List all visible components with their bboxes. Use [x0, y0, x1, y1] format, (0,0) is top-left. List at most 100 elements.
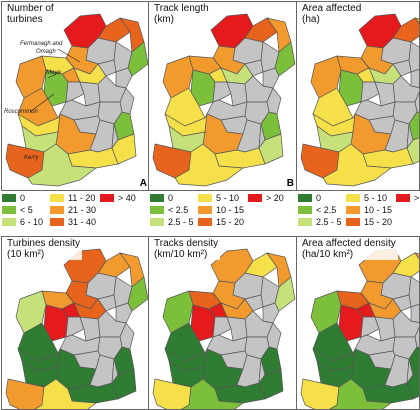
legend-item: < 5	[2, 205, 33, 215]
legend-label: < 5	[20, 205, 33, 215]
county-longford	[65, 81, 85, 103]
county-wexford	[258, 368, 284, 400]
panel-title: Area affected density (ha/10 km²)	[300, 238, 398, 260]
legend-item: < 2.5	[298, 205, 336, 215]
county-derry	[244, 252, 278, 278]
county-louth	[262, 302, 280, 324]
county-derry	[97, 252, 131, 278]
map-panel-area-affected-density: Area affected density (ha/10 km²)	[296, 236, 420, 410]
legend-label: 0	[168, 193, 174, 203]
map-panel-track-length: Track length (km) B	[148, 1, 297, 191]
county-map	[300, 13, 419, 187]
legend-label: 2.5 - 5	[316, 217, 342, 227]
county-polygons	[152, 248, 296, 409]
legend-item: 15 - 20	[346, 217, 392, 227]
legend-label: >	[414, 193, 420, 203]
legend-swatch	[346, 194, 360, 202]
legend-item: 10 - 15	[198, 205, 244, 215]
map-panel-area-affected: Area affected (ha)	[296, 1, 420, 191]
county-map	[5, 248, 149, 409]
legend-swatch	[150, 194, 164, 202]
county-derry	[392, 17, 419, 43]
annotation-omagh: Omagh	[36, 49, 56, 55]
panel-title: Track length (km)	[152, 3, 211, 25]
county-polygons	[152, 13, 296, 187]
county-longford	[360, 316, 380, 338]
county-louth	[115, 67, 133, 89]
legend-label: 10 - 15	[216, 205, 245, 215]
legend-label: > 20	[266, 193, 284, 203]
county-map	[152, 248, 296, 409]
legend-item: 0	[150, 193, 173, 203]
legend-swatch	[100, 194, 114, 202]
legend-swatch	[396, 194, 410, 202]
county-polygons	[300, 248, 419, 409]
legend-label: 15 - 20	[216, 217, 245, 227]
county-polygons	[300, 13, 419, 187]
county-antrim	[414, 252, 419, 260]
legend-item: 0	[298, 193, 321, 203]
legend-swatch	[150, 218, 164, 226]
county-map	[300, 248, 419, 409]
county-map	[152, 13, 296, 187]
legend-item: 31 - 40	[50, 217, 96, 227]
legend-swatch	[298, 206, 312, 214]
legend-label: < 2.5	[316, 205, 337, 215]
legend-item: 11 - 20	[50, 193, 95, 203]
county-longford	[360, 81, 380, 103]
annotation-leader-line	[47, 71, 61, 79]
county-derry	[392, 252, 419, 278]
county-louth	[410, 68, 419, 88]
legend-item: > 40	[100, 193, 136, 203]
panel-letter: A	[139, 178, 147, 189]
county-kerry	[152, 378, 192, 409]
county-kerry	[5, 378, 45, 409]
county-cork	[329, 378, 392, 409]
legend-label: 10 - 15	[364, 205, 393, 215]
legend-item: 5 - 10	[198, 193, 239, 203]
legend-swatch	[198, 218, 212, 226]
panel-letter: B	[286, 178, 294, 189]
annotation-roscommon: Roscommon	[4, 109, 38, 115]
county-louth	[410, 303, 419, 323]
legend-label: 15 - 20	[364, 217, 393, 227]
county-cork	[181, 378, 244, 409]
county-derry	[244, 17, 278, 43]
legend-swatch	[198, 194, 212, 202]
legend-label: 2.5 - 5	[168, 217, 194, 227]
legend-label: 21 - 30	[68, 205, 97, 215]
legend-item: >	[396, 193, 419, 203]
legend-item: 5 - 10	[346, 193, 387, 203]
legend-swatch	[346, 218, 360, 226]
legend-turbines: 0 < 5 6 - 10 11 - 20 21 - 30 31 - 40 > 40	[2, 193, 148, 233]
legend-swatch	[2, 194, 16, 202]
county-wexford	[258, 133, 284, 165]
legend-label: 11 - 20	[68, 193, 96, 203]
county-down	[274, 41, 296, 77]
legend-label: 6 - 10	[20, 217, 44, 227]
legend-label: 0	[316, 193, 322, 203]
legend-item: 21 - 30	[50, 205, 96, 215]
county-longford	[212, 316, 232, 338]
legend-label: 0	[20, 193, 26, 203]
county-longford	[212, 81, 232, 103]
legend-label: 5 - 10	[216, 193, 240, 203]
annotation-leader-line	[29, 93, 55, 113]
legend-item: 0	[2, 193, 25, 203]
annotation-mayo: Mayo	[46, 70, 61, 76]
legend-swatch	[50, 206, 64, 214]
county-cork	[34, 378, 97, 409]
annotation-fermanagh: Fermanagh and	[20, 41, 63, 47]
county-cork	[27, 143, 97, 187]
county-antrim	[414, 17, 419, 25]
county-louth	[262, 67, 280, 89]
county-map	[5, 13, 149, 187]
legend-swatch	[198, 206, 212, 214]
annotation-leader-line	[57, 48, 81, 63]
county-down	[274, 276, 296, 312]
county-down	[127, 41, 149, 77]
legend-swatch	[298, 194, 312, 202]
map-panel-turbines-density: Turbines density (10 km²)	[1, 236, 150, 410]
legend-swatch	[248, 194, 262, 202]
legend-item: 2.5 - 5	[298, 217, 342, 227]
